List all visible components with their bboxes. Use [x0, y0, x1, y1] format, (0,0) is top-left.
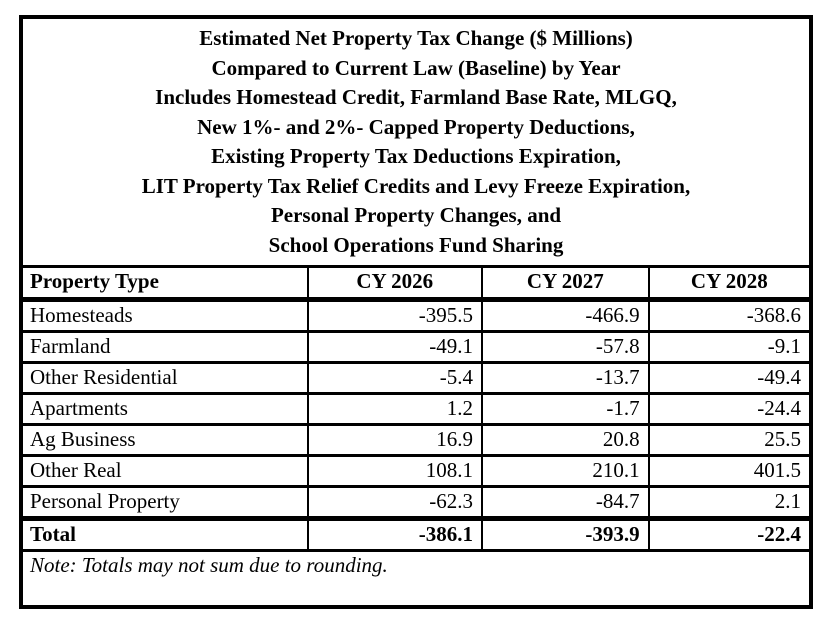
total-value-cell: -393.9 [481, 515, 650, 552]
row-label: Apartments [23, 391, 309, 426]
total-value-cell: -386.1 [306, 515, 484, 552]
total-row: Total -386.1 -393.9 -22.4 [23, 515, 809, 552]
property-tax-change-table: Estimated Net Property Tax Change ($ Mil… [19, 15, 813, 609]
header-cy-2028: CY 2028 [647, 268, 809, 302]
row-label: Farmland [23, 329, 309, 364]
value-cell: -24.4 [647, 391, 809, 426]
note-row: Note: Totals may not sum due to rounding… [23, 548, 809, 581]
value-cell: -5.4 [306, 360, 484, 395]
table-row-personal-property: Personal Property -62.3 -84.7 2.1 [23, 484, 809, 520]
value-cell: 1.2 [306, 391, 484, 426]
value-cell: -466.9 [481, 297, 650, 333]
value-cell: 16.9 [306, 422, 484, 457]
title-line-1: Estimated Net Property Tax Change ($ Mil… [199, 26, 633, 50]
table-row-homesteads: Homesteads -395.5 -466.9 -368.6 [23, 297, 809, 333]
total-label: Total [23, 515, 309, 552]
value-cell: -62.3 [306, 484, 484, 520]
value-cell: -9.1 [647, 329, 809, 364]
value-cell: -57.8 [481, 329, 650, 364]
header-cy-2027: CY 2027 [481, 268, 650, 302]
value-cell: -49.1 [306, 329, 484, 364]
header-property-type: Property Type [23, 268, 309, 302]
title-line-5: Existing Property Tax Deductions Expirat… [211, 144, 621, 168]
title-line-8: School Operations Fund Sharing [268, 232, 564, 257]
value-cell: 108.1 [306, 453, 484, 488]
table-row-other-real: Other Real 108.1 210.1 401.5 [23, 453, 809, 488]
title-line-6: LIT Property Tax Relief Credits and Levy… [141, 173, 691, 198]
value-cell: -49.4 [647, 360, 809, 395]
row-label: Other Real [23, 453, 309, 488]
table-row-farmland: Farmland -49.1 -57.8 -9.1 [23, 329, 809, 364]
value-cell: 20.8 [481, 422, 650, 457]
table-row-apartments: Apartments 1.2 -1.7 -24.4 [23, 391, 809, 426]
table-row-other-residential: Other Residential -5.4 -13.7 -49.4 [23, 360, 809, 395]
row-label: Personal Property [23, 484, 309, 520]
value-cell: 25.5 [647, 422, 809, 457]
total-value-cell: -22.4 [647, 515, 809, 552]
row-label: Other Residential [23, 360, 309, 395]
table-row-ag-business: Ag Business 16.9 20.8 25.5 [23, 422, 809, 457]
table-title: Estimated Net Property Tax Change ($ Mil… [23, 19, 809, 268]
value-cell: -395.5 [306, 297, 484, 333]
title-line-7: Personal Property Changes, and [270, 203, 562, 227]
value-cell: -13.7 [481, 360, 650, 395]
value-cell: 2.1 [647, 484, 809, 520]
value-cell: 210.1 [481, 453, 650, 488]
header-cy-2026: CY 2026 [306, 268, 484, 302]
value-cell: -1.7 [481, 391, 650, 426]
row-label: Ag Business [23, 422, 309, 457]
value-cell: 401.5 [647, 453, 809, 488]
title-line-2: Compared to Current Law (Baseline) by Ye… [211, 55, 621, 80]
value-cell: -84.7 [481, 484, 650, 520]
data-table: Property Type CY 2026 CY 2027 CY 2028 Ho… [23, 268, 809, 581]
title-line-4: New 1%- and 2%- Capped Property Deductio… [197, 114, 635, 139]
row-label: Homesteads [23, 297, 309, 333]
title-line-3: Includes Homestead Credit, Farmland Base… [155, 85, 677, 109]
rounding-note: Note: Totals may not sum due to rounding… [23, 548, 809, 581]
value-cell: -368.6 [647, 297, 809, 333]
header-row: Property Type CY 2026 CY 2027 CY 2028 [23, 268, 809, 302]
